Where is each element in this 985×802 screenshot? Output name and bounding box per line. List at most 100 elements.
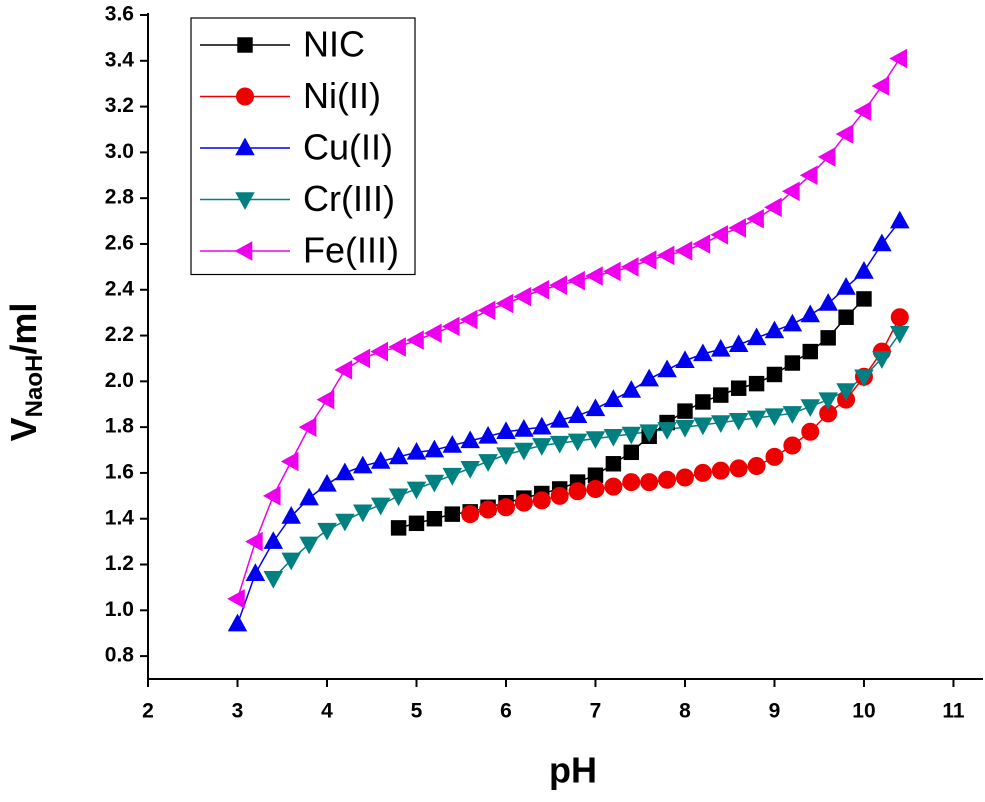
marker bbox=[477, 300, 496, 321]
marker bbox=[586, 479, 605, 498]
marker bbox=[549, 409, 570, 428]
marker bbox=[854, 369, 874, 388]
marker bbox=[764, 320, 785, 339]
marker bbox=[317, 522, 337, 541]
y-axis-title-sub: NaoH bbox=[21, 355, 48, 418]
marker bbox=[728, 218, 746, 238]
marker bbox=[693, 417, 713, 436]
marker bbox=[730, 380, 747, 396]
legend-marker bbox=[234, 241, 253, 261]
marker bbox=[550, 486, 569, 505]
marker bbox=[460, 430, 480, 449]
y-axis-title: VNaoH/ml bbox=[3, 303, 49, 442]
legend-label: Cr(III) bbox=[303, 178, 395, 219]
marker bbox=[459, 309, 478, 330]
marker bbox=[299, 536, 319, 555]
marker bbox=[585, 398, 606, 417]
y-tick-label: 2.0 bbox=[105, 369, 134, 392]
marker bbox=[783, 436, 802, 455]
marker bbox=[746, 209, 764, 229]
marker bbox=[408, 515, 425, 532]
marker bbox=[605, 456, 622, 472]
marker bbox=[567, 433, 588, 452]
marker bbox=[478, 454, 498, 472]
marker bbox=[514, 493, 533, 512]
y-tick-label: 1.2 bbox=[105, 552, 134, 575]
x-tick-label: 4 bbox=[321, 700, 333, 723]
x-tick-label: 11 bbox=[942, 700, 965, 723]
marker bbox=[532, 491, 551, 510]
marker bbox=[746, 410, 767, 429]
marker bbox=[532, 416, 552, 435]
marker bbox=[370, 451, 391, 469]
marker bbox=[729, 459, 748, 478]
marker bbox=[692, 234, 711, 254]
y-tick-label: 1.6 bbox=[105, 460, 134, 483]
marker bbox=[872, 233, 892, 252]
marker bbox=[800, 399, 821, 417]
marker bbox=[746, 327, 767, 346]
marker bbox=[426, 510, 443, 527]
y-tick-label: 1.4 bbox=[105, 506, 135, 529]
x-tick-label: 3 bbox=[232, 700, 244, 723]
marker bbox=[245, 531, 263, 552]
marker bbox=[461, 505, 480, 524]
marker bbox=[658, 470, 677, 489]
marker bbox=[800, 304, 821, 323]
x-tick-label: 9 bbox=[769, 700, 781, 723]
marker bbox=[693, 343, 713, 362]
marker bbox=[638, 250, 657, 270]
marker bbox=[713, 387, 729, 403]
marker bbox=[801, 422, 820, 441]
y-axis-title-unit: /ml bbox=[3, 303, 44, 355]
y-tick-label: 1.0 bbox=[105, 598, 134, 621]
y-tick-label: 3.6 bbox=[105, 3, 134, 26]
x-axis-title: pH bbox=[549, 750, 597, 791]
x-tick-label: 2 bbox=[142, 700, 154, 723]
marker bbox=[460, 461, 480, 479]
marker bbox=[728, 334, 749, 353]
marker bbox=[567, 270, 585, 291]
marker bbox=[748, 375, 765, 392]
y-tick-label: 2.6 bbox=[105, 232, 134, 255]
marker bbox=[818, 392, 838, 411]
marker bbox=[549, 275, 567, 295]
marker bbox=[766, 366, 783, 383]
marker bbox=[370, 497, 391, 516]
marker bbox=[496, 421, 516, 440]
legend-label: Fe(III) bbox=[303, 230, 399, 271]
marker bbox=[531, 279, 550, 300]
legend-label: Ni(II) bbox=[303, 75, 381, 116]
marker bbox=[782, 313, 803, 332]
marker bbox=[817, 147, 836, 167]
marker bbox=[245, 563, 266, 581]
marker bbox=[549, 435, 570, 454]
marker bbox=[872, 351, 892, 369]
marker bbox=[693, 463, 712, 482]
legend-label: Cu(II) bbox=[303, 127, 393, 168]
marker bbox=[623, 444, 640, 461]
marker bbox=[227, 613, 248, 632]
marker bbox=[567, 405, 588, 423]
marker bbox=[444, 506, 461, 522]
marker bbox=[838, 309, 854, 325]
marker bbox=[495, 293, 514, 314]
marker bbox=[370, 341, 388, 362]
marker bbox=[406, 481, 427, 500]
marker bbox=[711, 415, 731, 433]
marker bbox=[388, 337, 406, 357]
marker bbox=[818, 293, 838, 311]
y-tick-label: 2.8 bbox=[105, 186, 135, 209]
marker bbox=[603, 389, 624, 407]
marker bbox=[227, 589, 245, 609]
marker bbox=[620, 257, 639, 277]
marker bbox=[317, 473, 337, 492]
marker bbox=[424, 439, 445, 458]
marker bbox=[711, 461, 730, 480]
marker bbox=[335, 513, 355, 532]
marker bbox=[622, 473, 641, 492]
marker bbox=[406, 441, 427, 460]
y-tick-label: 3.4 bbox=[105, 48, 135, 71]
marker bbox=[424, 474, 445, 493]
